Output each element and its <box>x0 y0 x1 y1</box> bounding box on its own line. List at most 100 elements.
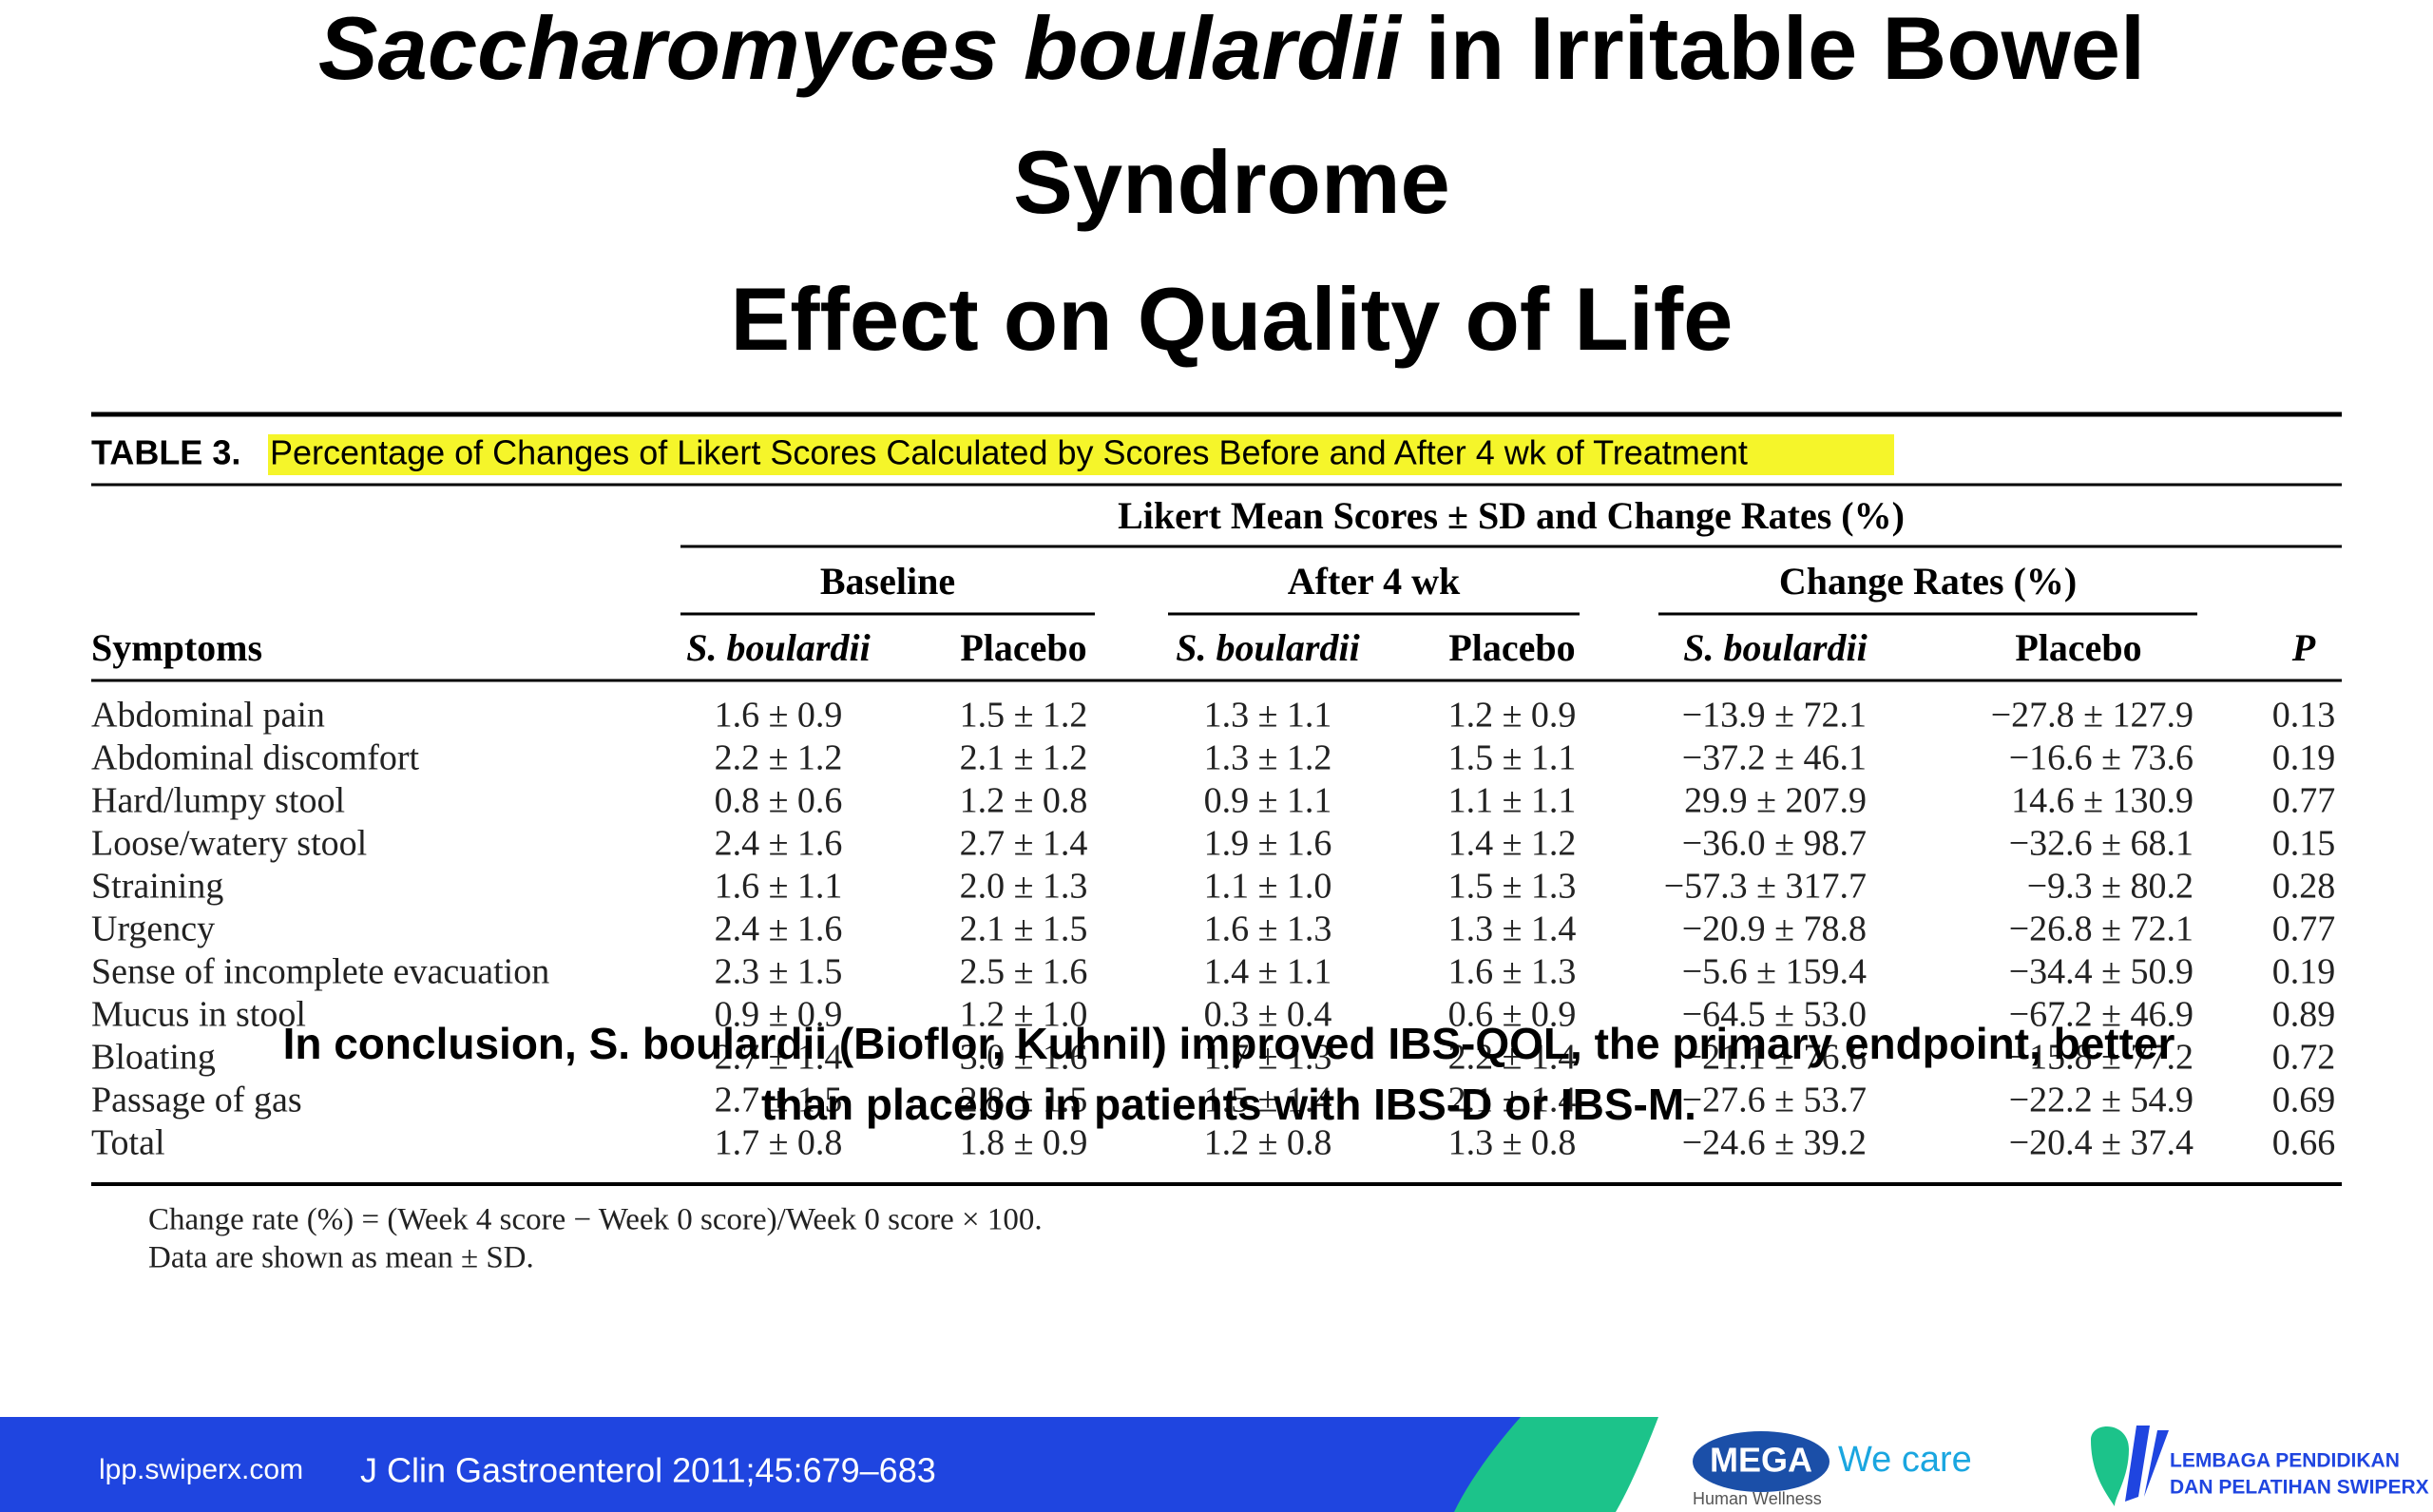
cell: 1.3 ± 1.2 <box>1204 738 1332 778</box>
row-label: Bloating <box>91 1038 216 1078</box>
cell: 2.7 ± 1.4 <box>960 824 1088 864</box>
cell: −21.1 ± 76.6 <box>1682 1038 1867 1078</box>
cell: 3.0 ± 1.6 <box>960 1038 1088 1078</box>
cell: 1.8 ± 0.9 <box>960 1123 1088 1163</box>
cell: 2.5 ± 1.6 <box>960 952 1088 992</box>
row-label: Hard/lumpy stool <box>91 781 345 821</box>
cell: −67.2 ± 46.9 <box>2009 995 2194 1035</box>
table-label: TABLE 3. <box>91 433 240 472</box>
footer-band <box>0 1417 1521 1512</box>
row-label: Abdominal discomfort <box>91 738 420 778</box>
cell: 1.6 ± 1.1 <box>715 867 843 907</box>
cell: 1.4 ± 1.1 <box>1204 952 1332 992</box>
title-line-2: Syndrome <box>1013 132 1450 232</box>
cell: 1.5 ± 1.2 <box>960 696 1088 736</box>
row-label: Mucus in stool <box>91 995 306 1035</box>
cell: −34.4 ± 50.9 <box>2009 952 2194 992</box>
tagline: Human Wellness <box>1693 1489 1822 1508</box>
highlight <box>268 434 1894 475</box>
column-headers: Symptoms S. boulardii Placebo S. boulardii P… <box>91 626 2316 669</box>
org-logo <box>2091 1426 2129 1506</box>
cell: 1.2 ± 0.8 <box>1204 1123 1332 1163</box>
conclusion: than placebo in patients with IBS-D or I… <box>761 1080 1696 1129</box>
title-rest: in Irritable Bowel <box>1426 0 2145 98</box>
cell: 0.66 <box>2272 1123 2336 1163</box>
cell: 0.19 <box>2272 738 2336 778</box>
org-logo <box>2125 1426 2169 1502</box>
cell: 1.1 ± 1.1 <box>1448 781 1577 821</box>
cell: −27.6 ± 53.7 <box>1682 1081 1867 1120</box>
we-care: We care <box>1838 1440 1972 1480</box>
citation: J Clin Gastroenterol 2011;45:679–683 <box>360 1451 936 1490</box>
cell: −36.0 ± 98.7 <box>1682 824 1867 864</box>
row-label: Passage of gas <box>91 1081 302 1120</box>
title-line-3: Effect on Quality of Life <box>731 269 1734 369</box>
cell: 0.77 <box>2272 781 2336 821</box>
org: DAN PELATIHAN SWIPERX <box>2170 1477 2429 1499</box>
row-label: Abdominal pain <box>91 696 325 736</box>
row-label: Sense of incomplete evacuation <box>91 952 549 992</box>
cell: 1.6 ± 0.9 <box>715 696 843 736</box>
cell: 2.7 ± 1.4 <box>715 1038 843 1078</box>
column-header: Placebo <box>960 626 1086 669</box>
table-body: Abdominal pain 1.6 ± 0.9 1.5 ± 1.2 1.3 ± 1.… <box>91 696 2335 1163</box>
cell: 1.4 ± 1.2 <box>1448 824 1577 864</box>
cell: −64.5 ± 53.0 <box>1682 995 1867 1035</box>
cell: 0.9 ± 0.9 <box>715 995 843 1035</box>
column-header: S. boulardii <box>1176 626 1359 669</box>
cell: 1.3 ± 0.8 <box>1448 1123 1577 1163</box>
cell: 1.2 ± 0.9 <box>1448 696 1577 736</box>
cell: −16.6 ± 73.6 <box>2009 738 2194 778</box>
note: Change rate (%) = (Week 4 score − Week 0… <box>148 1203 1043 1237</box>
row-label: Straining <box>91 867 223 907</box>
cell: 1.7 ± 0.8 <box>715 1123 843 1163</box>
cell: 1.6 ± 1.3 <box>1204 909 1332 949</box>
cell: −9.3 ± 80.2 <box>2027 867 2194 907</box>
note: Data are shown as mean ± SD. <box>148 1241 534 1275</box>
mega-logo <box>1693 1431 1830 1492</box>
group-header: Baseline <box>820 560 955 603</box>
column-header: Placebo <box>2015 626 2141 669</box>
table-caption: Percentage of Changes of Likert Scores C… <box>270 433 1748 472</box>
cell: 1.3 ± 1.1 <box>1204 696 1332 736</box>
column-header: Symptoms <box>91 626 262 669</box>
cell: 0.6 ± 0.9 <box>1448 995 1577 1035</box>
cell: 1.5 ± 1.3 <box>1448 867 1577 907</box>
cell: 0.77 <box>2272 909 2336 949</box>
cell: −20.4 ± 37.4 <box>2009 1123 2194 1163</box>
cell: 2.4 ± 1.6 <box>715 824 843 864</box>
row-label: Loose/watery stool <box>91 824 367 864</box>
column-header: Placebo <box>1448 626 1575 669</box>
cell: 1.2 ± 1.0 <box>960 995 1088 1035</box>
cell: 2.1 ± 1.2 <box>960 738 1088 778</box>
cell: 0.72 <box>2272 1038 2336 1078</box>
cell: 0.69 <box>2272 1081 2336 1120</box>
cell: 2.2 ± 1.4 <box>1448 1038 1577 1078</box>
spanner: Likert Mean Scores ± SD and Change Rates… <box>1118 494 1905 537</box>
cell: 0.9 ± 1.1 <box>1204 781 1332 821</box>
cell: 2.7 ± 1.5 <box>715 1081 843 1120</box>
cell: 1.5 ± 1.4 <box>1204 1081 1332 1120</box>
group-headers: Baseline After 4 wk Change Rates (%) <box>680 560 2197 616</box>
cell: 1.3 ± 1.4 <box>1448 909 1577 949</box>
cell: 2.3 ± 1.5 <box>715 952 843 992</box>
cell: 2.8 ± 1.5 <box>960 1081 1088 1120</box>
group-header: Change Rates (%) <box>1779 560 2077 603</box>
cell: −13.9 ± 72.1 <box>1682 696 1867 736</box>
column-header: S. boulardii <box>1683 626 1867 669</box>
cell: −57.3 ± 317.7 <box>1664 867 1867 907</box>
cell: 1.6 ± 1.3 <box>1448 952 1577 992</box>
cell: 1.1 ± 1.0 <box>1204 867 1332 907</box>
cell: −27.8 ± 127.9 <box>1991 696 2194 736</box>
cell: 1.2 ± 0.8 <box>960 781 1088 821</box>
cell: 2.0 ± 1.3 <box>960 867 1088 907</box>
cell: 0.28 <box>2272 867 2336 907</box>
cell: 0.19 <box>2272 952 2336 992</box>
mega: MEGA <box>1710 1441 1812 1480</box>
site: lpp.swiperx.com <box>99 1454 303 1485</box>
cell: −32.6 ± 68.1 <box>2009 824 2194 864</box>
cell: 1.5 ± 1.1 <box>1448 738 1577 778</box>
cell: 14.6 ± 130.9 <box>2011 781 2194 821</box>
column-header: P <box>2291 626 2316 669</box>
